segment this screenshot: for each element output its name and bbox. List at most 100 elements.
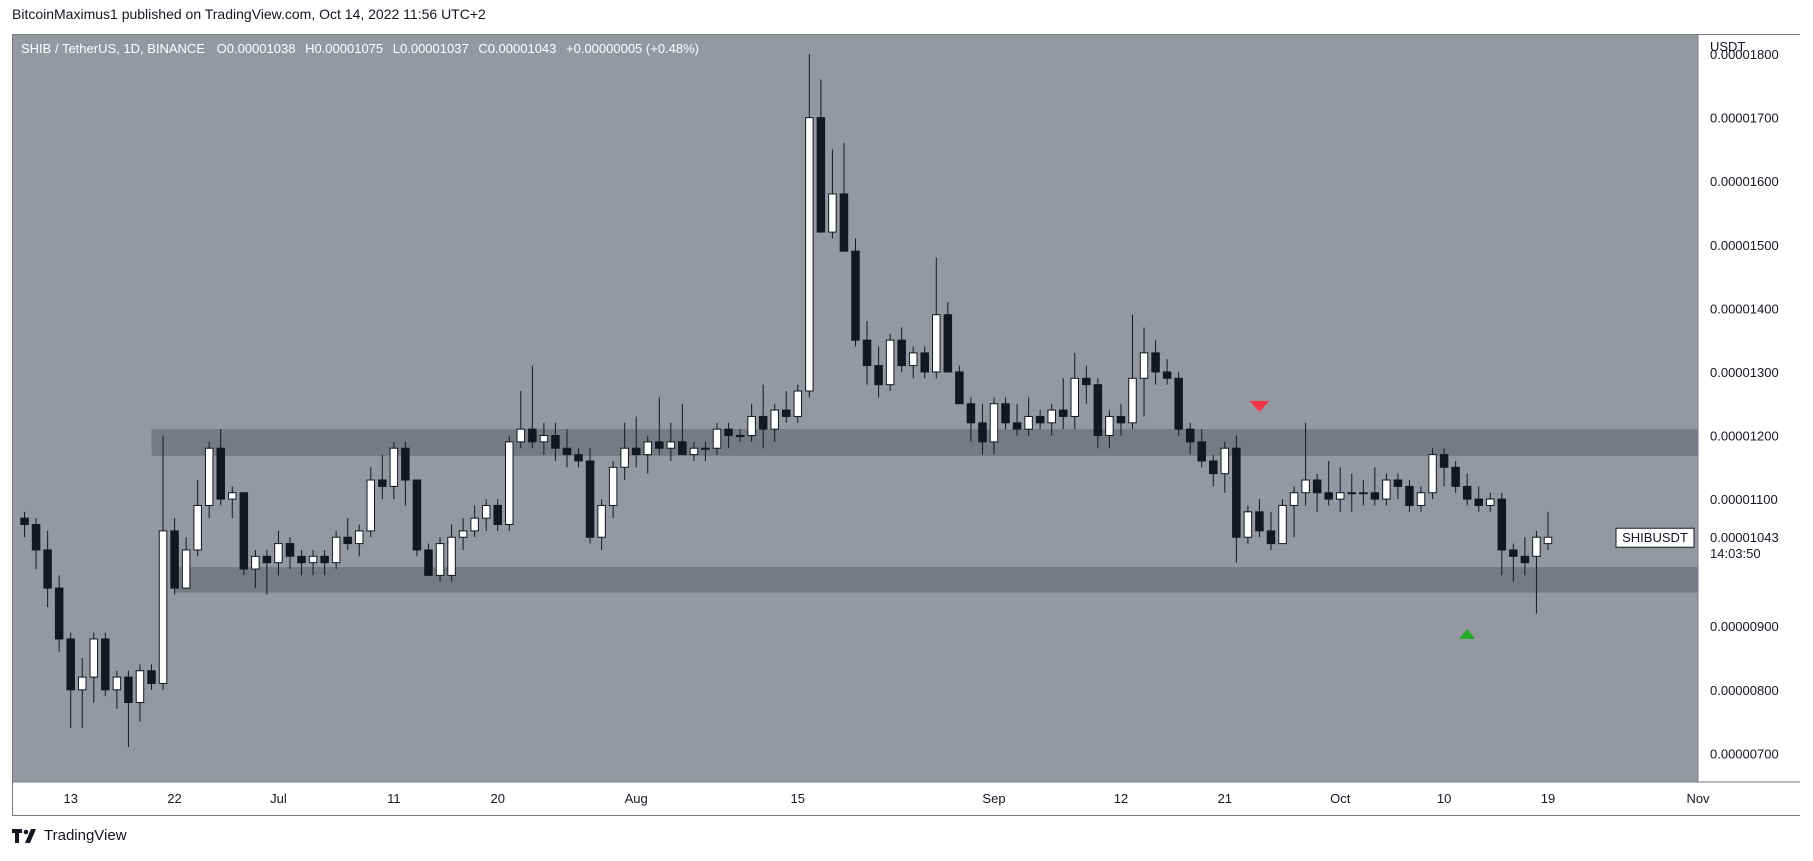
candle-52: [608, 460, 618, 519]
candle-84: [978, 403, 987, 455]
y-tick-label-4: 0.00001500: [1710, 238, 1779, 253]
candle-36: [424, 543, 433, 576]
candle-body: [170, 530, 179, 589]
candle-82: [955, 365, 964, 405]
candle-89: [1035, 410, 1045, 430]
candle-body: [862, 339, 872, 367]
candle-body: [1082, 377, 1091, 386]
y-tick-label-11: 0.00000700: [1710, 746, 1779, 761]
candle-body: [424, 549, 433, 576]
candle-118: [1370, 467, 1380, 506]
candle-105: [1220, 441, 1230, 493]
candle-97: [1128, 314, 1137, 430]
candle-body: [1116, 415, 1126, 424]
candle-51: [597, 499, 606, 550]
candle-body: [701, 447, 710, 450]
candle-85: [989, 397, 999, 455]
candle-91: [1058, 378, 1068, 430]
candle-111: [1289, 486, 1299, 538]
candle-15: [181, 537, 191, 589]
candle-37: [435, 537, 445, 582]
x-tick-label-2: 22: [167, 791, 181, 806]
candle-body: [966, 403, 976, 424]
candle-50: [585, 448, 595, 544]
candle-body: [1347, 492, 1357, 495]
candle-body: [1162, 371, 1172, 379]
price-axis[interactable]: [1698, 35, 1800, 782]
candle-body: [1058, 409, 1068, 417]
candle-body: [920, 352, 929, 373]
candle-117: [1359, 480, 1368, 506]
candle-body: [1486, 498, 1495, 506]
candle-body: [1312, 479, 1322, 494]
candle-86: [1001, 397, 1010, 430]
candle-body: [1509, 549, 1518, 557]
y-tick-labels: 0.00001800 0.00001700 0.00001600 0.00001500…: [1710, 47, 1779, 761]
price-chart[interactable]: 0.00001800 0.00001700 0.00001600 0.00001500…: [13, 35, 1800, 815]
candle-body: [43, 549, 52, 589]
candle-96: [1116, 403, 1126, 436]
candle-45: [528, 365, 537, 449]
candle-body: [228, 492, 237, 500]
zone-2: [174, 567, 1699, 593]
candle-body: [389, 447, 399, 487]
candle-55: [643, 435, 653, 474]
candle-101: [1174, 371, 1183, 436]
candle-59: [689, 441, 699, 461]
candle-body: [620, 447, 629, 468]
candle-body: [782, 409, 791, 417]
candle-body: [828, 193, 837, 233]
x-tick-label-4: 11: [387, 791, 401, 806]
candle-body: [1001, 403, 1010, 424]
candle-63: [735, 429, 745, 442]
candle-body: [216, 447, 225, 500]
x-tick-labels: 13 22 Jul 11 20 Aug 15 Sep 12 21 Oct 10 19 Nov: [63, 791, 1710, 806]
candle-57: [666, 422, 676, 461]
footer: TradingView: [12, 827, 127, 844]
candle-body: [897, 339, 906, 367]
candle-body: [943, 314, 953, 373]
candle-83: [966, 397, 976, 442]
candle-102: [1185, 422, 1195, 455]
candle-88: [1024, 397, 1033, 436]
candle-12: [147, 664, 156, 690]
candle-body: [31, 524, 41, 551]
countdown-value: 14:03:50: [1710, 546, 1761, 561]
x-tick-label-10: 21: [1218, 791, 1232, 806]
candle-body: [1382, 479, 1391, 500]
candle-44: [516, 391, 526, 449]
candle-body: [354, 530, 364, 545]
plot-area[interactable]: [13, 35, 1698, 782]
candle-body: [458, 530, 468, 538]
candle-body: [1335, 492, 1345, 500]
candle-body: [54, 587, 64, 640]
candle-71: [828, 149, 837, 239]
candle-body: [343, 536, 352, 545]
candle-29: [343, 518, 352, 550]
candle-120: [1393, 473, 1403, 500]
candle-body: [585, 460, 595, 538]
candle-body: [1035, 415, 1045, 424]
symbol-label: SHIB / TetherUS, 1D, BINANCE O0.00001038…: [21, 41, 699, 56]
candle-body: [793, 390, 803, 417]
candle-body: [147, 670, 156, 684]
candle-14: [170, 518, 179, 595]
candle-body: [666, 441, 676, 449]
candle-119: [1382, 473, 1391, 506]
candle-33: [389, 441, 399, 500]
candle-body: [274, 543, 283, 564]
candle-22: [262, 549, 272, 595]
candle-70: [816, 79, 826, 233]
candle-114: [1324, 460, 1333, 506]
time-axis[interactable]: [13, 782, 1800, 815]
candle-27: [320, 549, 329, 576]
candle-58: [678, 403, 687, 456]
candle-body: [562, 447, 572, 456]
candle-99: [1151, 340, 1160, 385]
candle-130: [1509, 543, 1518, 582]
candle-128: [1486, 492, 1495, 512]
last-price-value: 0.00001043: [1710, 530, 1779, 545]
candle-18: [216, 429, 225, 506]
candle-body: [758, 415, 768, 430]
candle-body: [528, 428, 537, 443]
